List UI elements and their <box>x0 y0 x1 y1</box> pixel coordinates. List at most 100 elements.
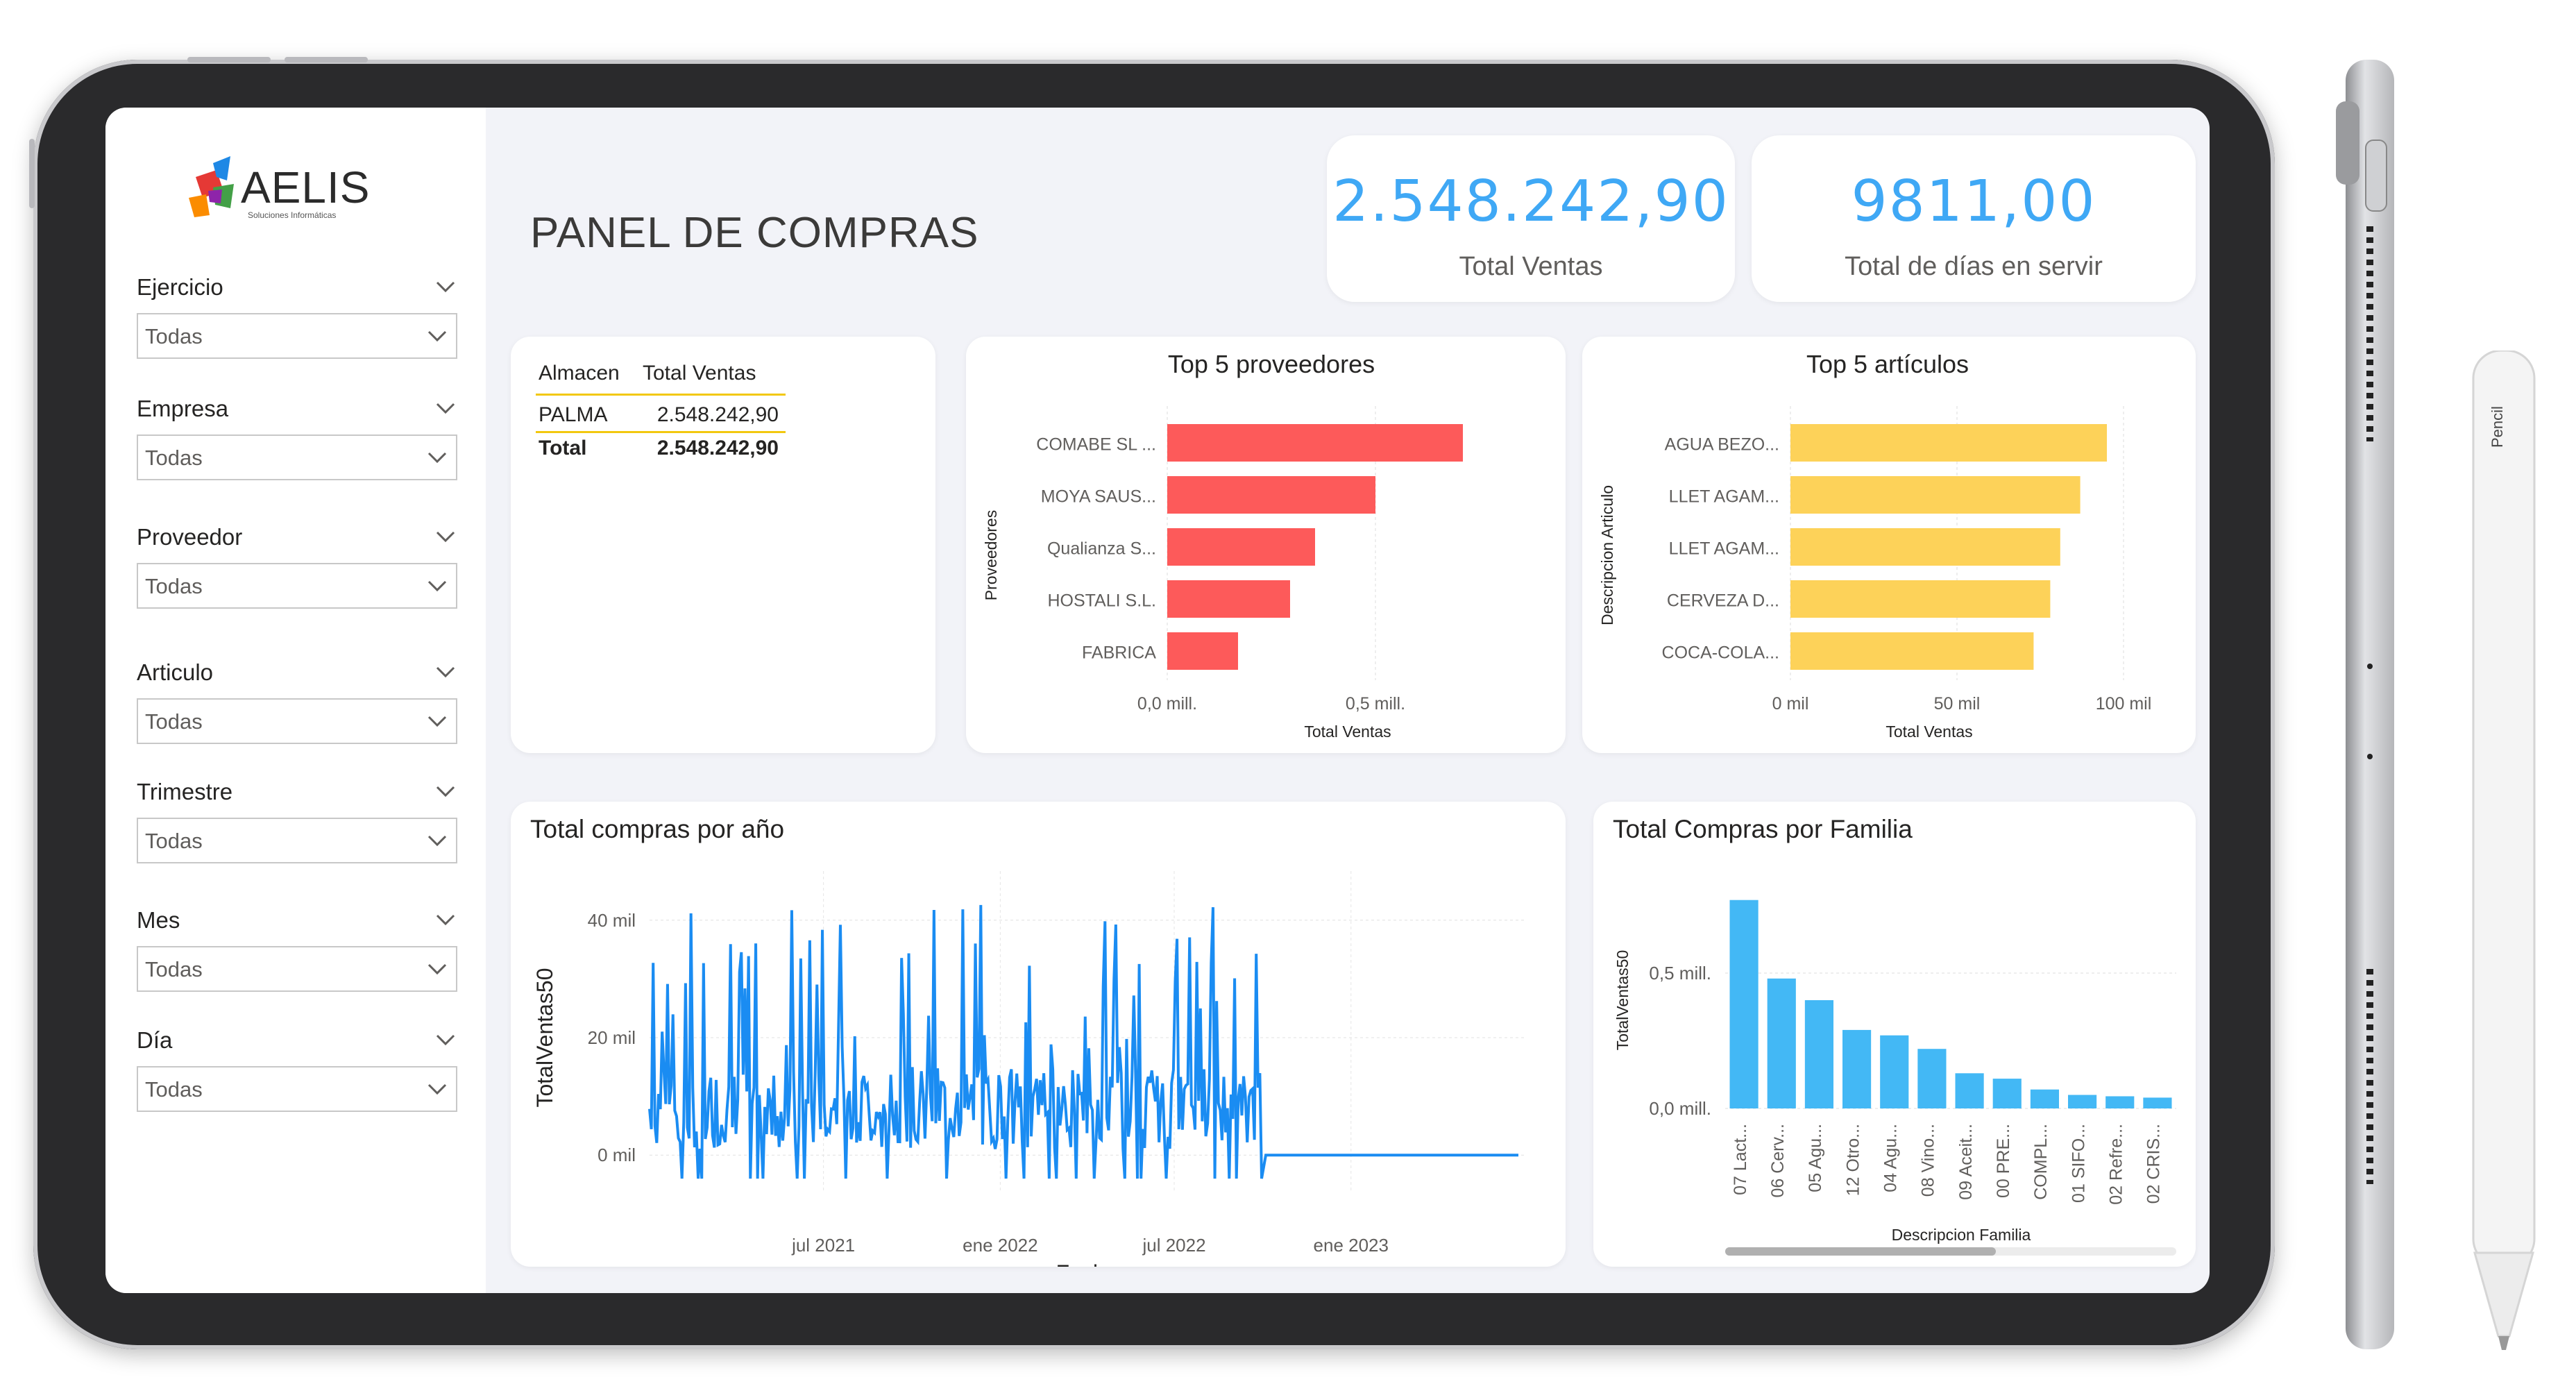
slicer-title: Proveedor <box>137 524 243 550</box>
y-tick-label: COCA-COLA... <box>1662 643 1779 663</box>
x-tick-label: 09 Aceit... <box>1956 1124 1976 1200</box>
slicer-value: Todas <box>145 957 203 981</box>
series-line <box>648 904 1518 1179</box>
top5-articulos-chart[interactable]: Top 5 artículos 0 mil 50 mil 100 mil AGUA BE… <box>1582 337 2196 753</box>
bar <box>1804 1000 1833 1108</box>
x-axis-label: Total Ventas <box>1886 723 1972 741</box>
y-tick-label: CERVEZA D... <box>1667 591 1779 611</box>
x-tick-label: 50 mil <box>1934 694 1981 714</box>
slicer-dropdown[interactable]: Todas <box>137 313 457 359</box>
chevron-down-icon[interactable] <box>435 911 456 928</box>
slicer-dropdown[interactable]: Todas <box>137 698 457 744</box>
bar <box>1729 900 1759 1108</box>
top5-proveedores-card[interactable]: Top 5 proveedores 0,0 mill. 0,5 mill. COMAB… <box>966 337 1566 753</box>
chevron-down-icon[interactable] <box>435 1031 456 1048</box>
bar <box>1917 1049 1947 1108</box>
chevron-down-icon[interactable] <box>435 664 456 680</box>
compras-por-familia-card[interactable]: Total Compras por Familia 0,0 mill. 0,5 mi… <box>1593 802 2196 1267</box>
y-axis-label: TotalVentas50 <box>532 968 557 1107</box>
slicer-dropdown[interactable]: Todas <box>137 1066 457 1112</box>
table-total-divider <box>536 431 786 433</box>
chevron-down-icon <box>427 328 448 344</box>
slicer-title: Empresa <box>137 396 229 421</box>
bar <box>2068 1095 2097 1108</box>
x-tick-label: 08 Vino... <box>1919 1124 1938 1197</box>
x-tick-label: 02 Refre... <box>2106 1124 2126 1205</box>
table-total-label: Total <box>539 437 587 459</box>
almacen-table-card[interactable]: Almacen Total Ventas PALMA 2.548.242,90 … <box>511 337 935 753</box>
slicer-title: Articulo <box>137 659 214 685</box>
chevron-down-icon[interactable] <box>435 783 456 800</box>
bar <box>1955 1073 1984 1108</box>
chevron-down-icon[interactable] <box>435 278 456 295</box>
x-tick-label: 07 Lact... <box>1731 1124 1750 1195</box>
bar <box>1167 424 1463 462</box>
kpi-card-total-ventas: 2.548.242,90 Total Ventas <box>1327 135 1735 302</box>
chevron-down-icon[interactable] <box>435 528 456 545</box>
y-tick-label: Qualianza S... <box>1047 539 1156 559</box>
slicer-dropdown[interactable]: Todas <box>137 946 457 992</box>
x-axis-label: Descripcion Familia <box>1892 1226 2031 1244</box>
y-tick-label: LLET AGAM... <box>1669 539 1779 559</box>
x-tick-label: COMPL... <box>2031 1124 2051 1200</box>
tablet-top-button <box>187 57 271 62</box>
table-header-total-ventas[interactable]: Total Ventas <box>643 362 756 385</box>
slicer-title: Ejercicio <box>137 274 223 300</box>
scrollbar-thumb[interactable] <box>1725 1247 1996 1256</box>
chart-title: Top 5 proveedores <box>1168 350 1375 378</box>
compras-por-ano-card[interactable]: Total compras por año 0 mil 20 mil 40 mil ju… <box>511 802 1566 1285</box>
x-tick-label: 12 Otro... <box>1843 1124 1863 1196</box>
speaker-grille <box>2366 969 2373 1184</box>
speaker-grille <box>2366 226 2373 441</box>
bar <box>2105 1096 2135 1108</box>
y-axis-label: Descripcion Articulo <box>1598 485 1616 625</box>
compras-por-familia-chart[interactable]: Total Compras por Familia 0,0 mill. 0,5 mi… <box>1593 802 2196 1267</box>
chart-title: Total compras por año <box>530 815 784 843</box>
chart-title: Top 5 artículos <box>1806 350 1969 378</box>
bar <box>2143 1097 2172 1108</box>
table-cell: PALMA <box>539 403 608 426</box>
bar <box>1790 476 2081 514</box>
x-tick-label: 0,5 mill. <box>1346 694 1405 714</box>
x-axis-label: Total Ventas <box>1304 723 1391 741</box>
x-tick-label: 06 Cerv... <box>1768 1124 1788 1198</box>
x-tick-label: 04 Agu... <box>1881 1124 1900 1192</box>
slicer-dropdown[interactable]: Todas <box>137 563 457 609</box>
compras-por-ano-chart[interactable]: Total compras por año 0 mil 20 mil 40 mil ju… <box>511 802 1566 1285</box>
top5-articulos-card[interactable]: Top 5 artículos 0 mil 50 mil 100 mil AGUA BE… <box>1582 337 2196 753</box>
y-tick-label: 0 mil <box>598 1145 636 1165</box>
chevron-down-icon <box>427 961 448 977</box>
logo-text: AELIS <box>241 162 371 212</box>
kpi-label: Total de días en servir <box>1845 252 2103 281</box>
bar <box>1167 580 1290 618</box>
bar <box>1880 1035 1909 1108</box>
chevron-down-icon <box>427 1081 448 1097</box>
y-axis-label: TotalVentas50 <box>1613 950 1632 1051</box>
chevron-down-icon <box>427 577 448 594</box>
chevron-down-icon[interactable] <box>435 400 456 416</box>
slicer-title: Trimestre <box>137 779 233 804</box>
tablet-side-view <box>2336 60 2394 1349</box>
x-tick-label: 0 mil <box>1772 694 1809 714</box>
x-tick-label: jul 2021 <box>791 1235 855 1256</box>
x-tick-label: jul 2022 <box>1142 1235 1205 1256</box>
kpi-label: Total Ventas <box>1459 252 1603 281</box>
pencil-label: Pencil <box>2489 406 2506 448</box>
bar <box>1790 580 2051 618</box>
tablet-side-button <box>2365 140 2387 212</box>
logo-tagline: Soluciones Informáticas <box>248 210 337 220</box>
slicer-title: Mes <box>137 907 180 933</box>
bar <box>1167 476 1375 514</box>
slicer-dropdown[interactable]: Todas <box>137 434 457 480</box>
tablet-camera-bump <box>2336 101 2359 185</box>
slicer-value: Todas <box>145 324 203 348</box>
slicer-value: Todas <box>145 1077 203 1102</box>
x-tick-label: ene 2023 <box>1314 1235 1389 1256</box>
slicer-dropdown[interactable]: Todas <box>137 818 457 863</box>
x-tick-label: 01 SIFO... <box>2069 1124 2088 1203</box>
y-tick-label: 0,5 mill. <box>1649 963 1711 984</box>
table-header-almacen[interactable]: Almacen <box>539 362 620 385</box>
kpi-value: 2.548.242,90 <box>1332 169 1729 235</box>
apple-pencil: Pencil <box>2468 349 2540 1350</box>
top5-proveedores-chart[interactable]: Top 5 proveedores 0,0 mill. 0,5 mill. COMAB… <box>966 337 1566 753</box>
